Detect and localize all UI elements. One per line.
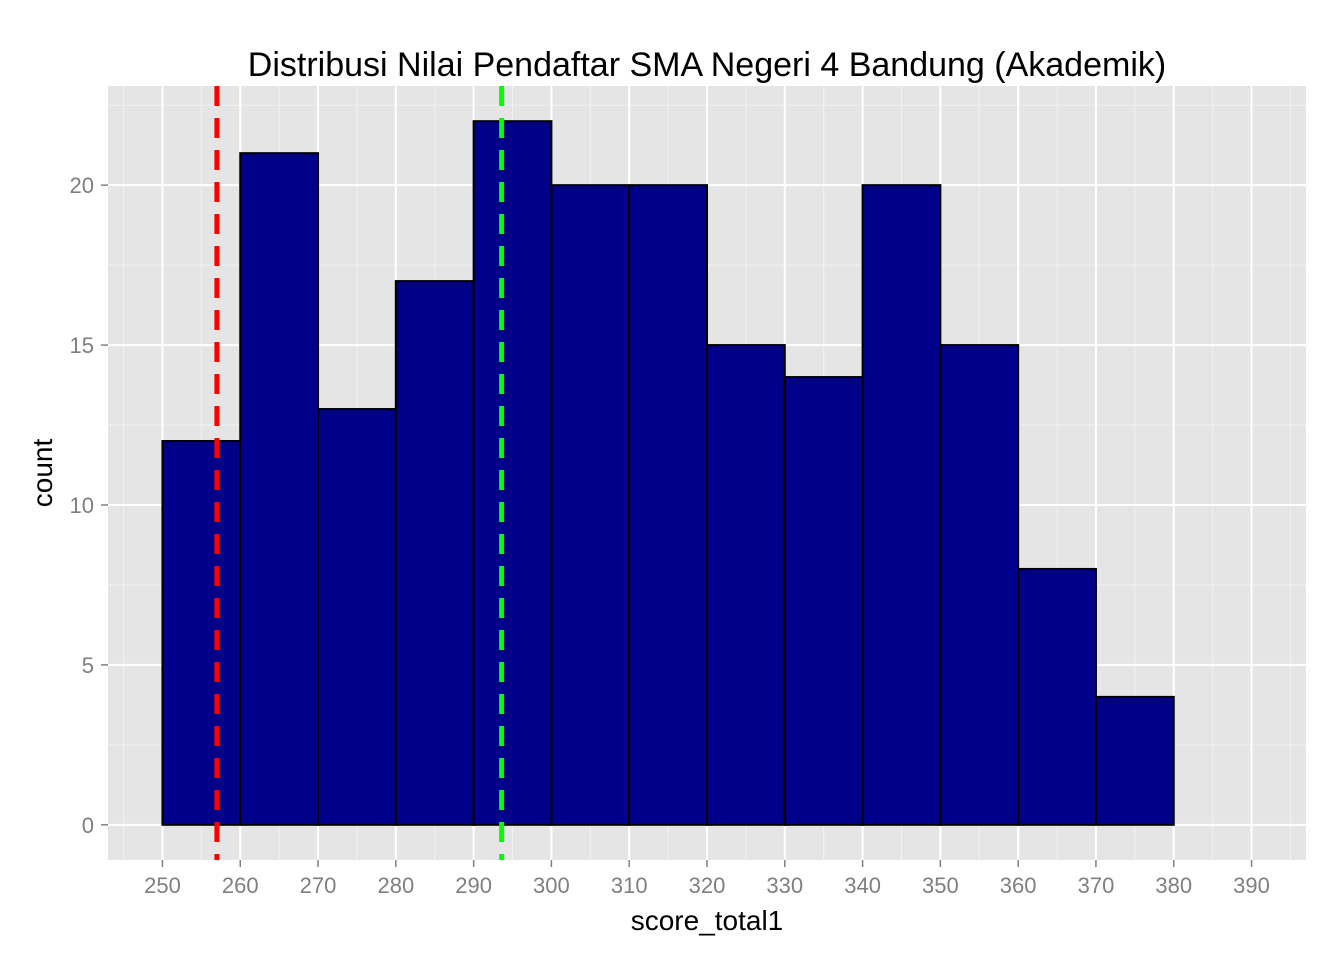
x-tick-label: 290 bbox=[455, 873, 492, 898]
y-tick-label: 20 bbox=[70, 173, 94, 198]
histogram-bar bbox=[317, 408, 397, 826]
x-tick-label: 300 bbox=[533, 873, 570, 898]
bars bbox=[161, 120, 1175, 826]
x-tick-label: 370 bbox=[1078, 873, 1115, 898]
x-tick-label: 360 bbox=[1000, 873, 1037, 898]
y-axis: 0 5 10 15 20 bbox=[70, 173, 108, 838]
y-tick-label: 10 bbox=[70, 493, 94, 518]
histogram-bar bbox=[239, 152, 320, 826]
y-tick-label: 15 bbox=[70, 333, 94, 358]
x-axis: 250 260 270 280 290 300 310 320 330 340 350 360 370 3… bbox=[144, 860, 1270, 898]
histogram-bar bbox=[861, 184, 942, 826]
x-tick-label: 250 bbox=[144, 873, 181, 898]
chart-title: Distribusi Nilai Pendaftar SMA Negeri 4 … bbox=[248, 46, 1166, 84]
x-axis-title: score_total1 bbox=[631, 905, 784, 936]
x-tick-label: 330 bbox=[766, 873, 803, 898]
x-tick-label: 310 bbox=[611, 873, 648, 898]
x-tick-label: 320 bbox=[689, 873, 726, 898]
histogram-bar bbox=[783, 376, 864, 826]
y-axis-title: count bbox=[27, 439, 58, 508]
histogram-bar bbox=[628, 184, 708, 826]
histogram-bar bbox=[939, 344, 1020, 826]
histogram-bar bbox=[706, 344, 786, 826]
histogram-bar bbox=[394, 280, 475, 826]
x-tick-label: 380 bbox=[1155, 873, 1192, 898]
x-tick-label: 260 bbox=[222, 873, 259, 898]
histogram-bar bbox=[1017, 567, 1097, 826]
x-tick-label: 280 bbox=[377, 873, 414, 898]
x-tick-label: 350 bbox=[922, 873, 959, 898]
reference-lines bbox=[214, 86, 505, 860]
x-tick-label: 270 bbox=[300, 873, 337, 898]
histogram-bar bbox=[550, 184, 631, 826]
histogram-bar bbox=[161, 440, 242, 826]
x-tick-label: 340 bbox=[844, 873, 881, 898]
histogram-bar bbox=[472, 120, 553, 826]
y-tick-label: 0 bbox=[82, 813, 94, 838]
histogram-bar bbox=[1094, 695, 1175, 826]
x-tick-label: 390 bbox=[1233, 873, 1270, 898]
y-tick-label: 5 bbox=[82, 653, 94, 678]
